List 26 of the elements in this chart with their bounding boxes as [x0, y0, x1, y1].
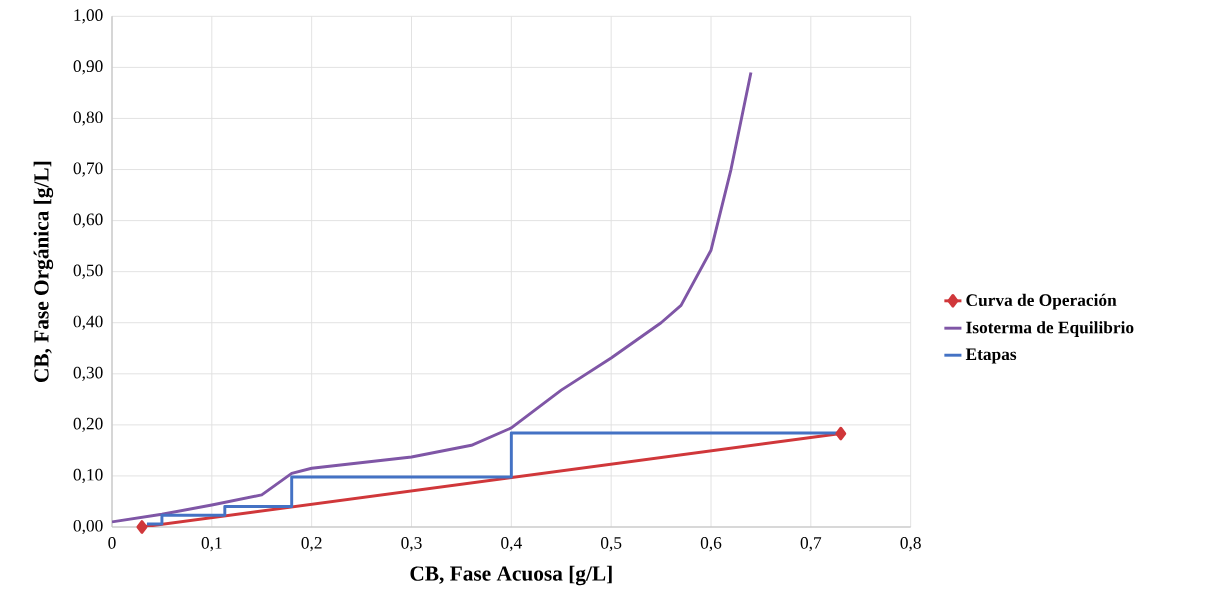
x-tick-label: 0,1 — [201, 537, 222, 552]
x-tick-label: 0,5 — [601, 537, 622, 552]
legend-label: Etapas — [965, 348, 1017, 364]
y-tick-label: 0,90 — [73, 60, 103, 75]
y-tick-label: 0,60 — [73, 213, 103, 228]
y-axis-title: CB, Fase Orgánica [g/L] — [33, 161, 54, 383]
y-tick-label: 0,10 — [73, 468, 103, 484]
y-tick-label: 1,00 — [74, 9, 103, 24]
x-tick-label: 0,8 — [900, 537, 921, 552]
y-tick-label: 0,00 — [73, 519, 103, 535]
legend-label: Isoterma de Equilibrio — [966, 321, 1134, 337]
x-axis-title: CB, Fase Acuosa [g/L] — [410, 565, 612, 586]
y-tick-label: 0,20 — [73, 417, 103, 432]
x-tick-label: 0,6 — [700, 537, 722, 552]
x-tick-label: 0 — [108, 537, 116, 549]
x-tick-label: 0,2 — [301, 537, 322, 552]
y-tick-label: 0,50 — [73, 264, 103, 279]
y-tick-label: 0,80 — [73, 111, 103, 126]
x-tick-label: 0,4 — [501, 537, 522, 552]
line-series — [112, 71, 753, 524]
y-tick-label: 0,30 — [73, 366, 103, 381]
x-tick-label: 0,3 — [401, 537, 422, 552]
x-tick-label: 0,7 — [800, 537, 822, 552]
legend-label: Curva de Operación — [966, 293, 1117, 310]
y-tick-label: 0,40 — [73, 315, 103, 330]
y-tick-label: 0,70 — [73, 162, 103, 177]
